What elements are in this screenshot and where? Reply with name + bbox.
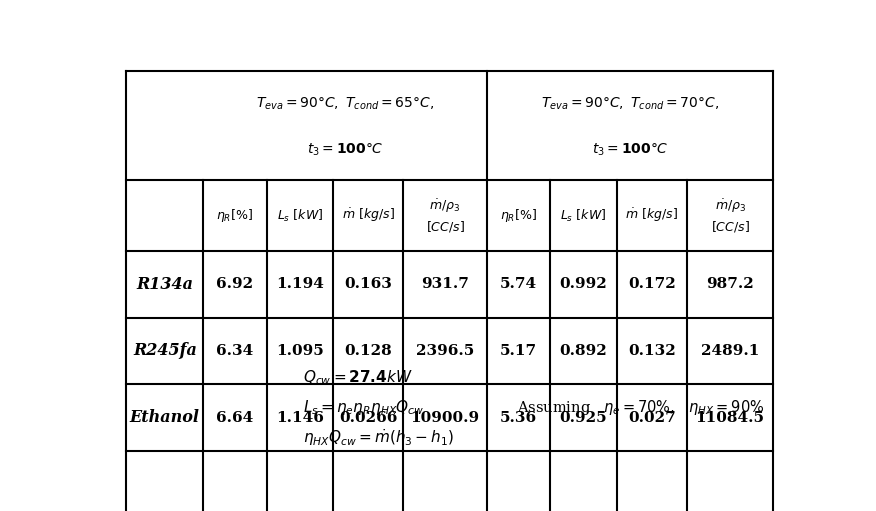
Text: 5.74: 5.74 — [500, 277, 537, 291]
Text: 0.172: 0.172 — [628, 277, 675, 291]
Text: $\eta_{HX}Q_{cw} = \dot{m}(h_3 - h_1)$: $\eta_{HX}Q_{cw} = \dot{m}(h_3 - h_1)$ — [303, 427, 454, 448]
Text: $T_{eva}=90°C,\ T_{cond}=70°C,$: $T_{eva}=90°C,\ T_{cond}=70°C,$ — [540, 96, 719, 112]
Text: $\eta_R[\%]$: $\eta_R[\%]$ — [500, 207, 537, 224]
Text: R134a: R134a — [137, 276, 194, 293]
Text: 2396.5: 2396.5 — [416, 344, 474, 358]
Text: $\dot{m}/\rho_3$
$[CC/s]$: $\dot{m}/\rho_3$ $[CC/s]$ — [710, 198, 750, 234]
Text: Ethanol: Ethanol — [130, 409, 200, 426]
Text: $T_{eva}=90°C,\ T_{cond}=65°C,$: $T_{eva}=90°C,\ T_{cond}=65°C,$ — [256, 96, 434, 112]
Text: 0.132: 0.132 — [628, 344, 675, 358]
Text: 1.146: 1.146 — [276, 410, 324, 425]
Text: 2489.1: 2489.1 — [701, 344, 759, 358]
Text: 1.194: 1.194 — [276, 277, 324, 291]
Text: 0.128: 0.128 — [344, 344, 392, 358]
Text: $\eta_R[\%]$: $\eta_R[\%]$ — [216, 207, 253, 224]
Text: 11084.5: 11084.5 — [696, 410, 765, 425]
Text: 0.163: 0.163 — [344, 277, 392, 291]
Text: 10900.9: 10900.9 — [410, 410, 479, 425]
Text: $L_s\ [kW]$: $L_s\ [kW]$ — [277, 207, 323, 224]
Text: R245fa: R245fa — [133, 342, 197, 359]
Text: $L_s = \eta_e\eta_R\eta_{HX}Q_{cw}$: $L_s = \eta_e\eta_R\eta_{HX}Q_{cw}$ — [303, 398, 425, 417]
Text: 1.095: 1.095 — [276, 344, 324, 358]
Text: 0.0266: 0.0266 — [339, 410, 398, 425]
Text: $\dot{m}\ [kg/s]$: $\dot{m}\ [kg/s]$ — [342, 207, 395, 224]
Text: $t_3=\mathbf{100}°C$: $t_3=\mathbf{100}°C$ — [592, 142, 668, 158]
Text: 0.992: 0.992 — [560, 277, 607, 291]
Text: 0.892: 0.892 — [560, 344, 607, 358]
Text: 6.34: 6.34 — [216, 344, 253, 358]
Text: 6.92: 6.92 — [216, 277, 253, 291]
Text: 6.64: 6.64 — [216, 410, 253, 425]
Text: $\dot{m}/\rho_3$
$[CC/s]$: $\dot{m}/\rho_3$ $[CC/s]$ — [426, 198, 464, 234]
Text: 5.36: 5.36 — [500, 410, 537, 425]
Text: $Q_{cw} = \mathbf{27.4}kW$: $Q_{cw} = \mathbf{27.4}kW$ — [303, 369, 413, 387]
Text: $t_3=\mathbf{100}°C$: $t_3=\mathbf{100}°C$ — [307, 142, 383, 158]
Text: 0.027: 0.027 — [628, 410, 675, 425]
Text: 987.2: 987.2 — [706, 277, 754, 291]
Text: $\dot{m}\ [kg/s]$: $\dot{m}\ [kg/s]$ — [625, 207, 678, 224]
Text: Assuming   $\eta_e=70\%$,   $\eta_{HX}=90\%$: Assuming $\eta_e=70\%$, $\eta_{HX}=90\%$ — [517, 398, 764, 417]
Text: 0.925: 0.925 — [560, 410, 607, 425]
Text: 5.17: 5.17 — [500, 344, 537, 358]
Text: $L_s\ [kW]$: $L_s\ [kW]$ — [561, 207, 606, 224]
Text: 931.7: 931.7 — [421, 277, 469, 291]
